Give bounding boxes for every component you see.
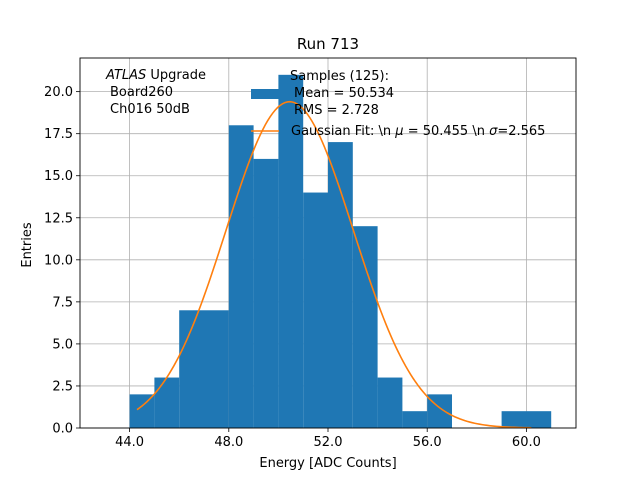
y-axis-ticks: 0.0 2.5 5.0 7.5 10.0 12.5 15.0 17.5 20.0	[44, 85, 80, 437]
annotation-line-3: Ch016 50dB	[110, 102, 190, 117]
legend-histogram-line-2: Mean = 50.534	[294, 86, 394, 101]
x-tick-label: 52.0	[314, 435, 343, 450]
legend-histogram-line-1: Samples (125):	[290, 69, 389, 84]
histogram-bar	[154, 377, 180, 428]
annotation-upgrade: Upgrade	[146, 68, 206, 83]
y-tick-label: 12.5	[44, 211, 73, 226]
x-tick-label: 60.0	[512, 435, 541, 450]
y-tick-label: 10.0	[44, 253, 73, 268]
legend-fit-part-3: =2.565	[497, 124, 545, 139]
legend-histogram-line-3: RMS = 2.728	[294, 103, 379, 118]
legend-fit-sigma-symbol: σ	[489, 124, 498, 139]
histogram-bar	[328, 142, 353, 428]
y-tick-label: 2.5	[52, 379, 73, 394]
legend-fit-label: Gaussian Fit: \n μ = 50.455 \n σ=2.565	[291, 124, 545, 139]
y-tick-label: 0.0	[52, 422, 73, 437]
annotation-line-1: ATLAS Upgrade	[105, 68, 206, 83]
histogram-bar	[402, 411, 428, 428]
histogram-bar	[352, 226, 378, 428]
histogram-bar	[303, 192, 328, 428]
x-tick-label: 56.0	[413, 435, 442, 450]
histogram-bars	[129, 74, 552, 429]
legend-histogram-swatch	[251, 89, 279, 99]
histogram-bar	[179, 310, 229, 428]
y-axis-label: Entries	[20, 222, 35, 268]
histogram-bar	[278, 74, 304, 429]
x-tick-label: 44.0	[115, 435, 144, 450]
y-tick-label: 5.0	[52, 337, 73, 352]
histogram-bar	[501, 411, 552, 428]
histogram-bar	[253, 158, 279, 428]
x-tick-label: 48.0	[214, 435, 243, 450]
x-axis-label: Energy [ADC Counts]	[259, 456, 396, 471]
chart-title: Run 713	[297, 35, 359, 53]
y-tick-label: 17.5	[44, 127, 73, 142]
annotation-line-2: Board260	[110, 85, 173, 100]
legend-fit-part-1: Gaussian Fit: \n	[291, 124, 395, 139]
legend-fit-part-2: = 50.455 \n	[404, 124, 490, 139]
atlas-annotation: ATLAS Upgrade Board260 Ch016 50dB	[105, 68, 206, 117]
legend: Samples (125): Mean = 50.534 RMS = 2.728…	[251, 69, 545, 139]
y-tick-label: 15.0	[44, 169, 73, 184]
y-tick-label: 7.5	[52, 295, 73, 310]
histogram-bar	[228, 125, 254, 428]
x-axis-ticks: 44.0 48.0 52.0 56.0 60.0	[115, 428, 541, 450]
legend-fit-mu-symbol: μ	[394, 124, 403, 139]
y-tick-label: 20.0	[44, 85, 73, 100]
gaussian-fit-curve	[136, 100, 532, 429]
annotation-atlas: ATLAS	[105, 68, 146, 83]
histogram-bar	[129, 394, 155, 428]
histogram-bar	[377, 377, 403, 428]
